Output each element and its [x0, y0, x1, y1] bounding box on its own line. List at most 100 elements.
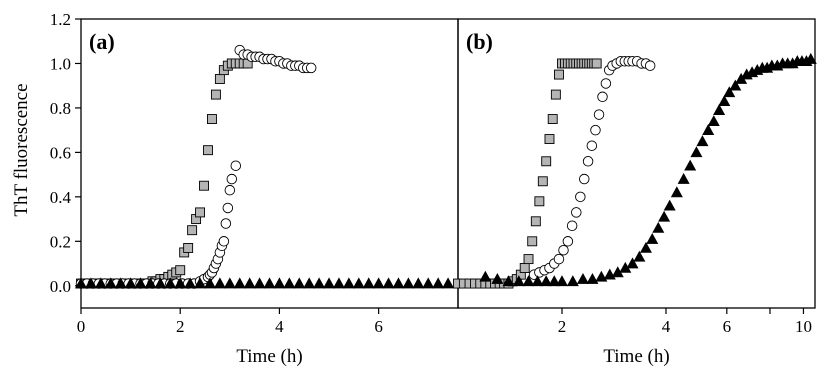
triangle-marker — [633, 250, 646, 262]
triangle-marker — [233, 277, 246, 289]
triangle-marker — [512, 275, 525, 287]
triangle-marker — [154, 277, 167, 289]
triangle-marker — [104, 277, 117, 289]
square-marker — [203, 145, 213, 156]
panel-label: (a) — [89, 29, 115, 54]
plot-frame — [457, 18, 816, 309]
triangle-marker — [203, 277, 216, 289]
circle-marker — [582, 156, 594, 167]
triangle-marker — [223, 277, 236, 289]
panel-label: (b) — [466, 29, 493, 54]
triangle-marker — [313, 277, 326, 289]
triangle-marker — [690, 146, 703, 158]
circle-marker — [218, 236, 230, 247]
square-marker — [534, 196, 545, 207]
square-marker — [199, 180, 209, 191]
square-marker — [214, 74, 225, 84]
square-marker — [187, 225, 198, 236]
triangle-marker — [540, 275, 553, 287]
triangle-marker — [422, 277, 435, 289]
circle-marker — [226, 173, 238, 185]
square-marker — [175, 265, 186, 276]
x-tick-label: 6 — [374, 317, 383, 336]
square-marker — [523, 254, 534, 265]
triangle-marker — [522, 275, 535, 287]
triangle-marker — [479, 270, 492, 282]
circle-marker — [566, 220, 578, 231]
triangle-marker — [442, 277, 455, 289]
y-tick-label: 0.4 — [50, 188, 72, 207]
triangle-marker — [702, 124, 715, 135]
panel-a: 0.0 0.2 0.4 0.6 0.8 1.0 1.2 0 2 4 6 Time (h) (a) — [50, 10, 459, 366]
triangle-marker — [372, 277, 385, 289]
triangle-marker — [663, 199, 676, 211]
triangle-marker — [639, 241, 652, 253]
x-axis-title: Time (h) — [236, 346, 302, 366]
triangle-marker — [164, 277, 177, 289]
triangle-marker — [652, 221, 665, 233]
square-marker — [547, 114, 558, 124]
circle-marker — [558, 244, 569, 256]
triangle-marker — [595, 270, 608, 282]
triangle-marker — [723, 86, 736, 98]
triangle-marker — [670, 186, 683, 198]
circle-marker — [230, 160, 242, 171]
square-marker — [544, 134, 555, 144]
triangle-marker — [531, 275, 544, 287]
square-marker — [554, 69, 564, 80]
x-axis-title: Time (h) — [603, 346, 669, 366]
triangle-marker — [626, 257, 639, 269]
x-tick-label: 4 — [275, 317, 284, 336]
y-tick-label: 0.0 — [50, 277, 71, 296]
triangle-marker — [729, 79, 742, 91]
square-marker — [519, 263, 530, 273]
triangle-marker — [352, 277, 365, 289]
x-tick-label: 4 — [662, 317, 671, 336]
circle-marker — [562, 236, 574, 247]
triangle-marker — [263, 277, 276, 289]
circle-marker — [553, 253, 565, 265]
square-marker — [541, 156, 552, 167]
triangle-marker — [713, 104, 726, 115]
triangle-marker — [332, 277, 345, 289]
triangle-marker — [213, 277, 226, 289]
triangle-marker — [362, 277, 375, 289]
y-tick-label: 0.8 — [50, 99, 71, 118]
triangle-marker — [134, 277, 147, 289]
y-tick-label: 1.2 — [50, 10, 71, 29]
triangle-marker — [293, 277, 306, 289]
triangle-marker — [184, 277, 197, 289]
circle-marker — [600, 78, 612, 89]
triangle-marker — [342, 277, 355, 289]
triangle-marker — [323, 277, 336, 289]
triangle-marker — [124, 277, 137, 289]
triangle-marker — [586, 272, 599, 284]
circle-marker — [593, 109, 605, 120]
y-axis-title: ThT fluorescence — [11, 83, 32, 216]
triangle-marker — [84, 277, 97, 289]
triangle-marker — [677, 172, 690, 184]
triangle-marker — [696, 135, 709, 147]
panel-b: 2 4 6 10 Time (h) (b) — [453, 18, 817, 366]
circle-marker — [586, 140, 598, 151]
x-tick-label: 0 — [77, 317, 86, 336]
x-tick-label: 6 — [723, 317, 732, 336]
triangle-marker — [114, 277, 127, 289]
triangle-marker — [684, 159, 697, 171]
circle-marker — [644, 60, 656, 71]
circle-marker — [224, 184, 236, 196]
triangle-marker — [94, 277, 107, 289]
circle-marker — [590, 124, 601, 136]
square-marker — [550, 89, 561, 100]
triangle-marker — [707, 115, 720, 127]
circle-marker — [220, 218, 232, 229]
square-marker — [207, 114, 217, 124]
y-tick-label: 0.6 — [50, 143, 71, 162]
triangle-marker — [491, 272, 504, 284]
square-marker — [591, 58, 602, 69]
triangle-marker — [576, 272, 589, 284]
triangle-marker — [174, 277, 187, 289]
triangle-marker — [555, 275, 568, 287]
x-tick-label: 2 — [176, 317, 185, 336]
